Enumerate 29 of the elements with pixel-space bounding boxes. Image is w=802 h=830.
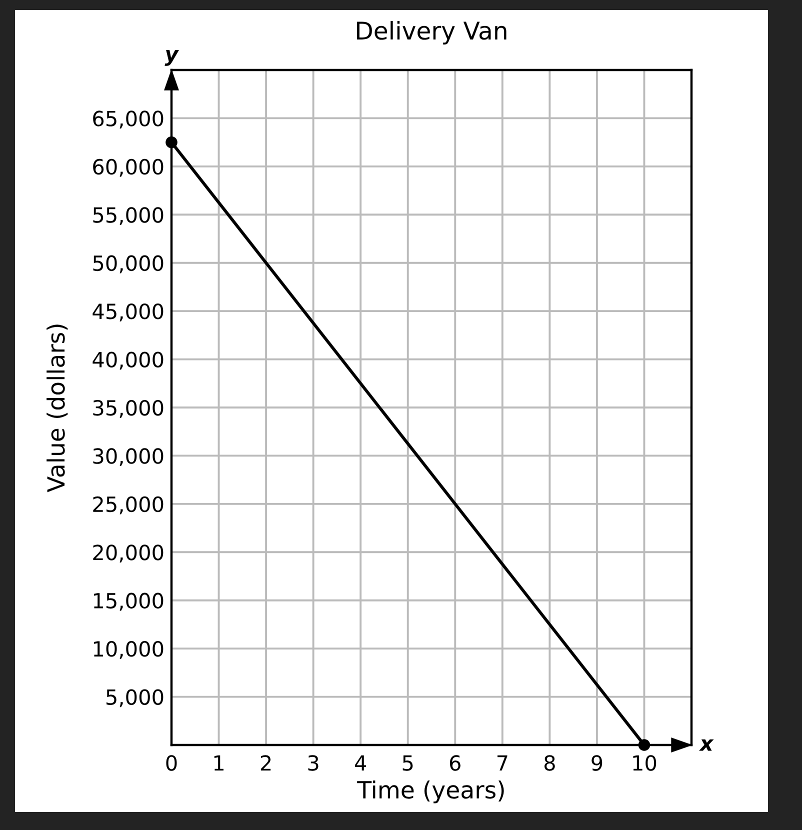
x-tick-label: 6 — [450, 755, 460, 771]
x-axis-title: Time (years) — [357, 780, 504, 804]
x-tick-label: 2 — [260, 755, 271, 771]
x-tick-label: 8 — [544, 755, 555, 771]
y-tick-label: 50,000 — [93, 255, 164, 274]
text: x — [698, 739, 714, 751]
x-tick-label: 9 — [592, 755, 602, 771]
y-tick-label: 5,000 — [106, 689, 164, 708]
y-tick-label: 40,000 — [92, 352, 164, 370]
chart-title: Delivery Van — [357, 20, 506, 44]
y-axis-title: Value (dollars) — [46, 324, 68, 492]
y-tick-label: 10,000 — [94, 641, 164, 659]
x-tick-label: 1 — [214, 755, 224, 771]
x-tick-label: 5 — [402, 755, 413, 771]
y-tick-label: 60,000 — [93, 158, 164, 177]
y-tick-label: 20,000 — [93, 544, 164, 562]
y-tick-label: 55,000 — [93, 207, 164, 225]
y-tick-label: 15,000 — [94, 592, 164, 611]
x-tick-label: 4 — [354, 755, 366, 771]
y-tick-label: 30,000 — [93, 448, 164, 466]
x-tick-label: 7 — [497, 755, 508, 771]
y-tick-label: 35,000 — [93, 400, 164, 418]
text: y — [164, 50, 180, 66]
y-tick-label: 65,000 — [93, 110, 164, 129]
x-tick-label: 3 — [308, 755, 318, 771]
y-tick-label: 45,000 — [92, 304, 164, 322]
x-tick-label: 10 — [633, 755, 656, 771]
y-tick-label: 25,000 — [93, 496, 164, 514]
x-tick-label: 0 — [166, 755, 177, 771]
